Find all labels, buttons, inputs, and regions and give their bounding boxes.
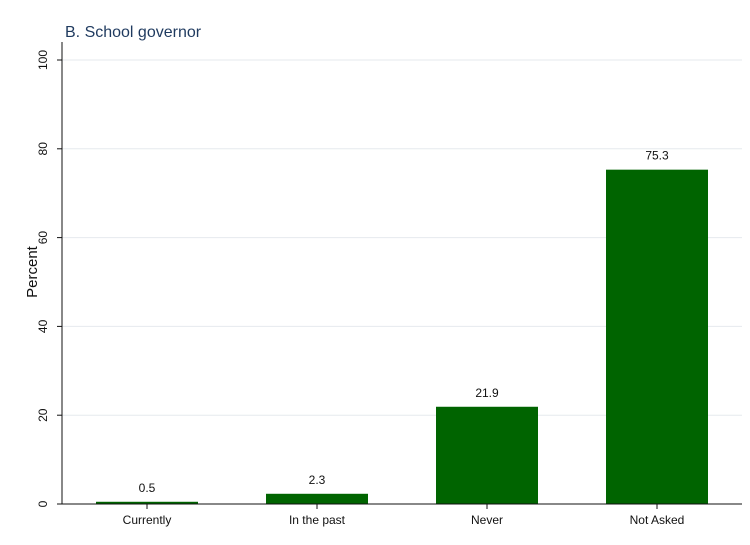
x-tick-label: Currently <box>123 513 172 527</box>
x-tick-label: Never <box>471 513 503 527</box>
x-tick-label: Not Asked <box>630 513 685 527</box>
y-axis-label: Percent <box>24 245 41 298</box>
bar-value-label: 75.3 <box>645 149 669 163</box>
y-tick-label: 60 <box>36 231 50 245</box>
x-tick-label: In the past <box>289 513 346 527</box>
data-labels: 0.5 2.3 21.9 75.3 <box>139 149 669 495</box>
y-tick-label: 80 <box>36 142 50 156</box>
bar-in-the-past <box>266 493 368 504</box>
bars <box>96 169 708 504</box>
axes <box>61 42 742 505</box>
y-tick-label: 0 <box>36 500 50 507</box>
bar-value-label: 2.3 <box>309 473 326 487</box>
bar-value-label: 21.9 <box>475 386 499 400</box>
bar-currently <box>96 501 198 504</box>
y-tick-label: 100 <box>36 50 50 70</box>
chart-title: B. School governor <box>65 24 202 41</box>
bar-not-asked <box>606 169 708 504</box>
y-tick-label: 20 <box>36 408 50 422</box>
y-ticks: 0 20 40 60 80 100 <box>36 50 62 507</box>
x-ticks: Currently In the past Never Not Asked <box>123 504 685 527</box>
bar-value-label: 0.5 <box>139 481 156 495</box>
bar-never <box>436 406 538 504</box>
y-tick-label: 40 <box>36 319 50 333</box>
